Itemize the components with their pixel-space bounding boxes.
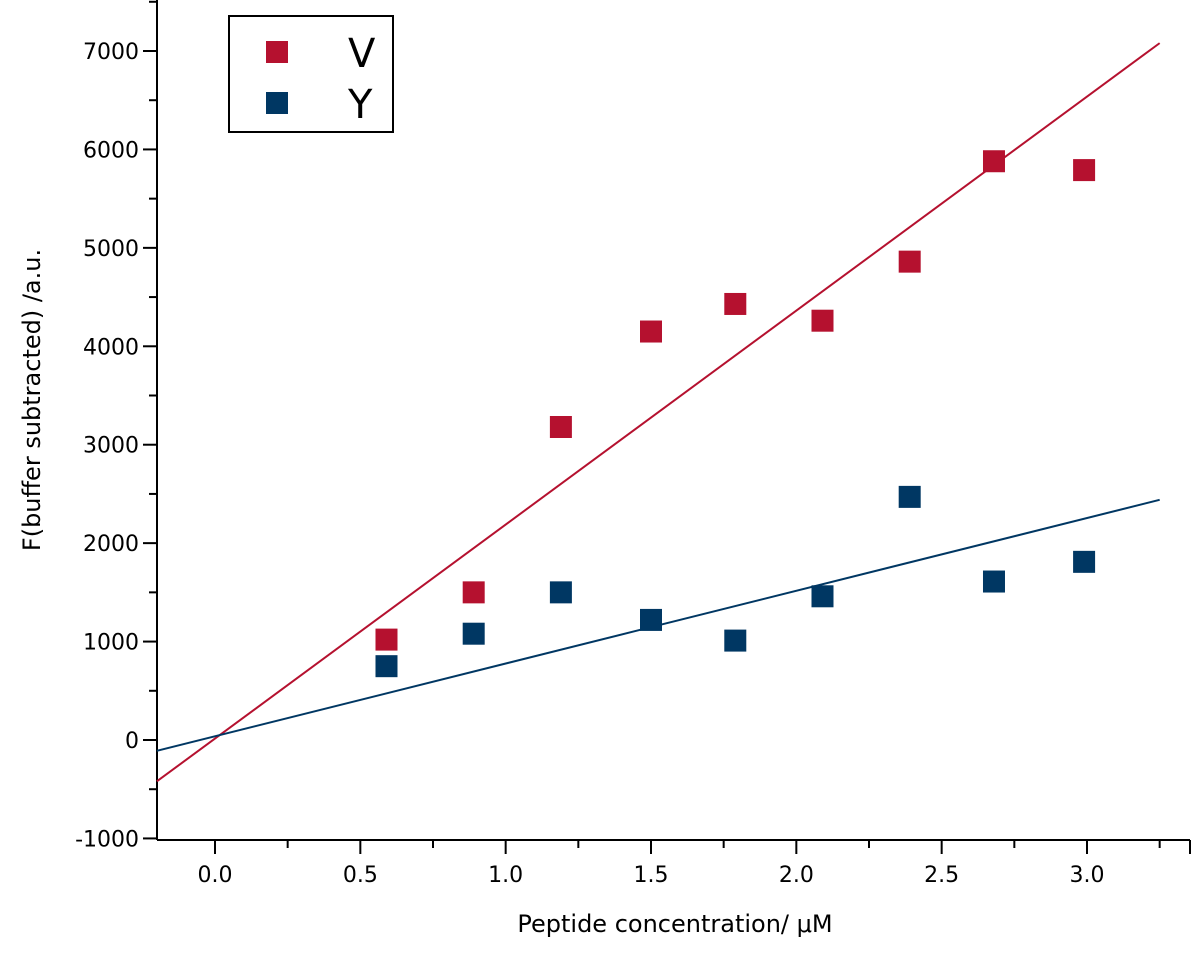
point-v	[462, 581, 485, 604]
point-y	[462, 622, 485, 645]
y-tick-label: 7000	[83, 40, 139, 65]
legend-marker-v	[266, 41, 288, 63]
x-tick-label: 1.5	[634, 863, 669, 888]
y-tick-label: 3000	[83, 434, 139, 459]
fit-lines	[156, 42, 1161, 783]
point-y	[1073, 550, 1096, 573]
y-tick-label: 0	[125, 729, 139, 754]
legend-label-y: Y	[347, 82, 373, 128]
point-y	[724, 629, 747, 652]
x-tick-label: 2.0	[779, 863, 814, 888]
point-v	[375, 628, 398, 651]
point-y	[375, 655, 398, 678]
fit-line-v	[156, 42, 1161, 783]
y-tick-label: 2000	[83, 532, 139, 557]
x-tick-label: 0.0	[198, 863, 233, 888]
point-v	[724, 292, 747, 315]
point-v	[982, 150, 1005, 173]
y-tick-label: 6000	[83, 138, 139, 163]
axes: 0.0 0.5 1.0 1.5 2.0 2.5 3.0 -1000 0 1000 2000 3000 4…	[75, 0, 1191, 888]
data-points	[375, 150, 1096, 678]
point-v	[549, 415, 572, 438]
point-y	[811, 585, 834, 608]
point-v	[1073, 159, 1096, 182]
x-tick-label: 1.0	[488, 863, 523, 888]
point-v	[898, 250, 921, 273]
point-y	[982, 570, 1005, 593]
legend: VY	[228, 15, 394, 133]
x-tick-label: 0.5	[343, 863, 378, 888]
x-tick-label: 2.5	[924, 863, 959, 888]
point-y	[640, 608, 662, 631]
x-tick-label: 3.0	[1070, 863, 1105, 888]
point-v	[811, 309, 834, 332]
y-tick-label: 4000	[83, 335, 139, 360]
point-y	[898, 485, 921, 508]
y-axis-title: F(buffer subtracted) /a.u.	[18, 249, 46, 551]
legend-label-v: V	[348, 31, 376, 77]
y-tick-label: 1000	[83, 631, 139, 656]
x-axis-title: Peptide concentration/ μM	[517, 910, 832, 938]
legend-box	[228, 15, 394, 133]
point-v	[640, 320, 662, 343]
y-tick-label: -1000	[75, 827, 139, 852]
y-tick-label: 5000	[83, 237, 139, 262]
legend-marker-y	[266, 92, 288, 114]
point-y	[549, 581, 572, 604]
